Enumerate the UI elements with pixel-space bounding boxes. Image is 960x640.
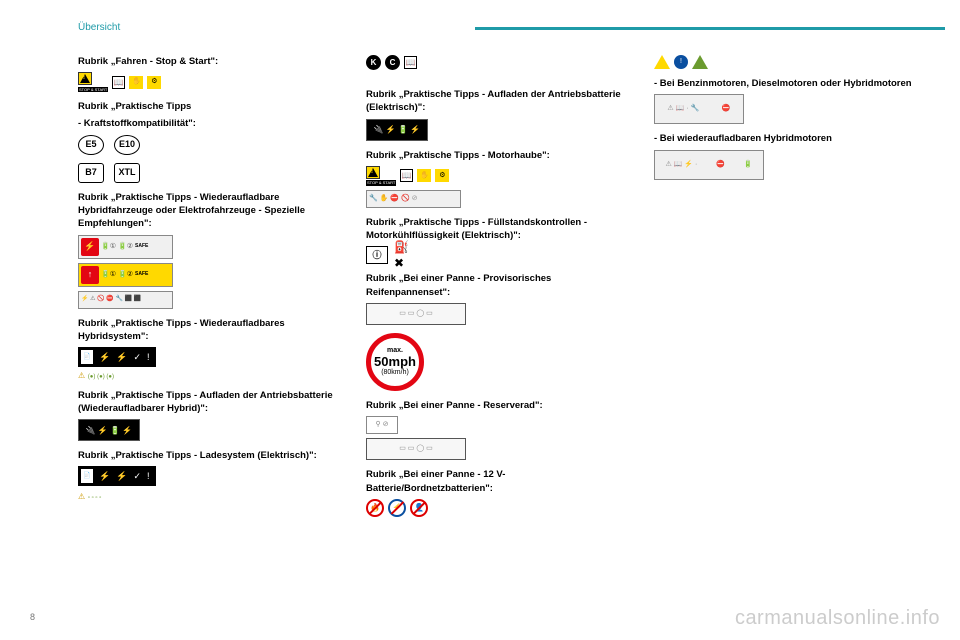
fuel-row-2: B7 XTL (78, 163, 338, 183)
fuel-e5-icon: E5 (78, 135, 104, 155)
rechargeable-panel: ⚠ 📖 ⚡ · ⛔ 🔋 (654, 150, 914, 180)
text-rechargeable-hybrid: - Bei wiederaufladbaren Hybridmotoren (654, 132, 914, 145)
battery-3-icon: 🔋① (101, 270, 116, 280)
warning-triangle-icon (80, 74, 90, 83)
manual-book-icon-3: 📖 (400, 169, 413, 182)
charging-panel-icon: 🔌 ⚡ 🔋 ⚡ (78, 419, 140, 441)
spare-wheel-icons-1: ⚲ ⊘ (366, 416, 626, 434)
warning-green-triangle-icon (692, 55, 708, 69)
combustion-panel: ⚠ 📖 · 🔧 ⛔ (654, 94, 914, 124)
header-rule (475, 27, 945, 30)
rubrik-spare-wheel: Rubrik „Bei einer Panne - Reserverad": (366, 399, 626, 412)
manual-book-icon-2: 📖 (404, 56, 417, 69)
spare-panel-icon: ▭ ▭ ◯ ▭ (366, 438, 466, 460)
charge-electric-icons: 📄 ⚡ ⚡ ✓ ! (78, 466, 338, 486)
safe-label-1: SAFE (135, 243, 148, 250)
fuel-e10-icon: E10 (114, 135, 140, 155)
section-header: Übersicht (78, 22, 120, 33)
battery-prohibit-icons: 🔥 ⚡ 👤 (366, 499, 626, 517)
spare-wheel-icons-2: ▭ ▭ ◯ ▭ (366, 438, 626, 460)
speed-limit-icon-row: max. 50mph (80km/h) (366, 333, 626, 391)
engine-diagram-icon: ⚠ 📖 · 🔧 ⛔ (654, 94, 744, 124)
tyre-kit-panel-icon: ▭ ▭ ◯ ▭ (366, 303, 466, 325)
battery-4-icon: 🔋② (118, 270, 133, 280)
rubrik-hybrid-system: Rubrik „Praktische Tipps - Wiederaufladb… (78, 317, 338, 344)
rubrik-stop-start: Rubrik „Fahren - Stop & Start": (78, 55, 338, 68)
hazard-icons: ! (654, 55, 914, 69)
kc-icons: K C 📖 (366, 55, 626, 70)
warning-yellow-triangle-icon (654, 55, 670, 69)
jack-panel-icon: ⚲ ⊘ (366, 416, 398, 434)
rubrik-12v-battery: Rubrik „Bei einer Panne - 12 V-Batterie/… (366, 468, 626, 495)
red-plug-icon: ⚡ (81, 238, 99, 256)
text-combustion-hybrid: - Bei Benzinmotoren, Dieselmotoren oder … (654, 77, 914, 90)
speed-value: 50mph (374, 355, 416, 368)
mandatory-blue-circle-icon: ! (674, 55, 688, 69)
icons-stop-start: STOP & START 📖 ✋ ⚙ (78, 72, 338, 92)
no-person-icon: 👤 (410, 499, 428, 517)
hand-stop-icon: ✋ (129, 76, 143, 89)
safe-label-2: SAFE (135, 271, 148, 278)
ev-panel-3: ⚡ ⚠ 🚫 ⛔ 🔧 ⬛ ⬛ (78, 291, 338, 309)
no-fill-icon: ⛽✖ (394, 246, 416, 264)
warn-small-icon: ⚠ (78, 371, 85, 380)
charging-panel-icon-2: 🔌 ⚡ 🔋 ⚡ (366, 119, 428, 141)
c-badge-icon: C (385, 55, 400, 70)
rubrik-motorhaube: Rubrik „Praktische Tipps - Motorhaube": (366, 149, 626, 162)
column-1: Rubrik „Fahren - Stop & Start": STOP & S… (78, 55, 338, 525)
excl-icon-2: ! (147, 470, 150, 483)
bolt-icon: ⚡ (116, 351, 127, 364)
fuel-xtl-icon: XTL (114, 163, 140, 183)
k-badge-icon: K (366, 55, 381, 70)
rubrik-charge-batt-elec: Rubrik „Praktische Tipps - Aufladen der … (366, 88, 626, 115)
no-fire-icon: 🔥 (366, 499, 384, 517)
engine-icon: ⚙ (147, 76, 161, 89)
plug-icon: ⚡ (99, 351, 110, 364)
red-plug-icon-2: ↑ (81, 266, 99, 284)
stop-start-label-2: STOP & START (366, 180, 396, 186)
check-icon-2: ✓ (133, 470, 141, 483)
watermark: carmanualsonline.info (735, 607, 940, 630)
rubrik-fuel-2: - Kraftstoffkompatibilität": (78, 117, 338, 130)
check-icon: ✓ (133, 351, 141, 364)
motorhaube-icons-2: 🔧 ✋ ⛔ 🚫 ⊘ (366, 190, 626, 208)
fuel-b7-icon: B7 (78, 163, 104, 183)
charge-hybrid-icons: 🔌 ⚡ 🔋 ⚡ (78, 419, 338, 441)
ev-panel-2: ↑ 🔋① 🔋② SAFE (78, 263, 338, 287)
motorhaube-icons-1: STOP & START 📖 ✋ ⚙ (366, 166, 626, 186)
doc-icon-2: 📄 (81, 469, 93, 483)
plug-icon-2: ⚡ (99, 470, 110, 483)
info-book-icon: ⓘ (366, 246, 388, 264)
speed-sub: (80km/h) (381, 368, 409, 378)
hybrid-diagram-icon: ⚠ 📖 ⚡ · ⛔ 🔋 (654, 150, 764, 180)
battery-1-icon: 🔋① (101, 242, 116, 252)
coolant-icons: ⓘ ⛽✖ (366, 246, 626, 264)
doc-icon: 📄 (81, 350, 93, 364)
tyre-kit-icons: ▭ ▭ ◯ ▭ (366, 303, 626, 325)
stop-start-label: STOP & START (78, 87, 108, 93)
rubrik-charge-electric: Rubrik „Praktische Tipps - Ladesystem (E… (78, 449, 338, 462)
rubrik-ev-recommend: Rubrik „Praktische Tipps - Wiederaufladb… (78, 191, 338, 231)
hybrid-system-icons: 📄 ⚡ ⚡ ✓ ! (78, 347, 338, 367)
column-3: ! - Bei Benzinmotoren, Dieselmotoren ode… (654, 55, 914, 525)
battery-2-icon: 🔋② (118, 242, 133, 252)
speed-limit-sign-icon: max. 50mph (80km/h) (366, 333, 424, 391)
hand-stop-icon-2: ✋ (417, 169, 431, 182)
column-2: K C 📖 Rubrik „Praktische Tipps - Auflade… (366, 55, 626, 525)
bolt-icon-2: ⚡ (116, 470, 127, 483)
no-spark-icon: ⚡ (388, 499, 406, 517)
rubrik-tyre-kit: Rubrik „Bei einer Panne - Provisorisches… (366, 272, 626, 299)
warning-triangle-icon-2 (368, 168, 378, 177)
manual-book-icon: 📖 (112, 76, 125, 89)
ev-panel-1: ⚡ 🔋① 🔋② SAFE (78, 235, 338, 259)
rubrik-fuel-1: Rubrik „Praktische Tipps (78, 100, 338, 113)
engine-icon-2: ⚙ (435, 169, 449, 182)
page-number: 8 (30, 612, 35, 622)
fuel-row-1: E5 E10 (78, 135, 338, 155)
rubrik-charge-hybrid: Rubrik „Praktische Tipps - Aufladen der … (78, 389, 338, 416)
warn-small-icon-2: ⚠ (78, 492, 85, 501)
content-columns: Rubrik „Fahren - Stop & Start": STOP & S… (78, 55, 918, 525)
charge-batt-elec-icons: 🔌 ⚡ 🔋 ⚡ (366, 119, 626, 141)
excl-icon: ! (147, 351, 150, 364)
